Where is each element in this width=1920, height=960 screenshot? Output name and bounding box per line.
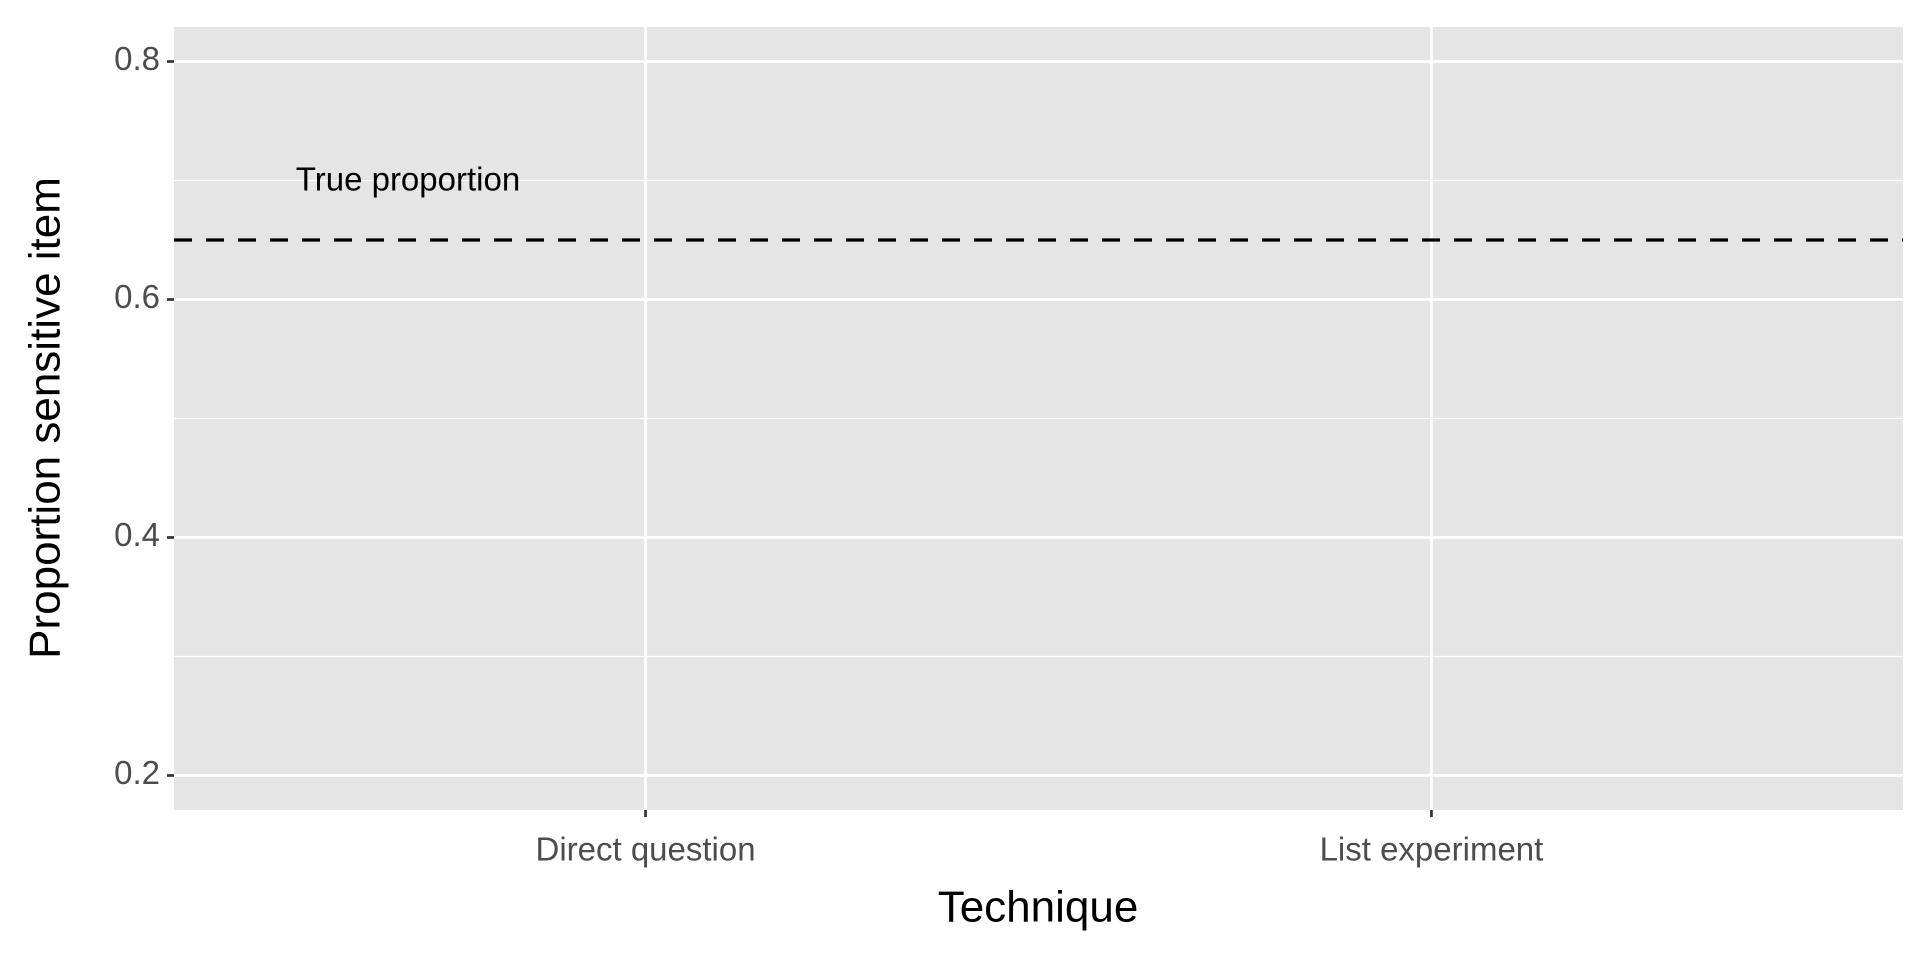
y-tick-label: 0.6 bbox=[114, 278, 160, 315]
x-axis-title: Technique bbox=[938, 883, 1139, 932]
y-tick-label: 0.2 bbox=[114, 754, 160, 791]
reference-label: True proportion bbox=[296, 161, 520, 198]
y-tick-label: 0.4 bbox=[114, 516, 160, 553]
x-tick-label: Direct question bbox=[535, 831, 755, 868]
y-tick-label: 0.8 bbox=[114, 40, 160, 77]
x-tick-label: List experiment bbox=[1320, 831, 1544, 868]
y-axis-title: Proportion sensitive item bbox=[21, 177, 70, 659]
